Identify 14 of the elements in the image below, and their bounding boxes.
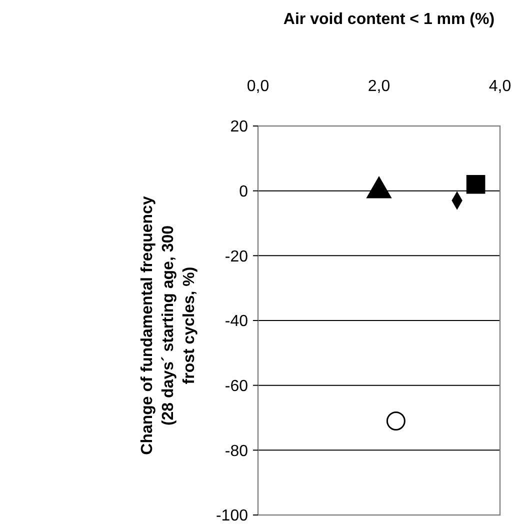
y-tick-label: -80: [224, 442, 248, 460]
y-tick-label: -20: [224, 248, 248, 266]
y-tick-label: -40: [224, 313, 248, 330]
point: [386, 412, 406, 430]
y-tick-label: -60: [224, 378, 248, 395]
y-tick-label: -100: [216, 508, 248, 525]
x-axis-title: Air void content < 1 mm (%): [283, 11, 495, 28]
x-tick-label: 4,0: [488, 78, 512, 95]
point: [466, 174, 486, 194]
y-axis-title: Change of fundamental frequency (28 days´ starting age, 300 frost cycles, %): [139, 196, 198, 455]
x-tick-label: 0,0: [246, 78, 270, 95]
y-tick-label: 0: [239, 183, 248, 200]
x-tick-label: 2,0: [368, 78, 390, 95]
y-tick-label: 20: [230, 118, 248, 136]
